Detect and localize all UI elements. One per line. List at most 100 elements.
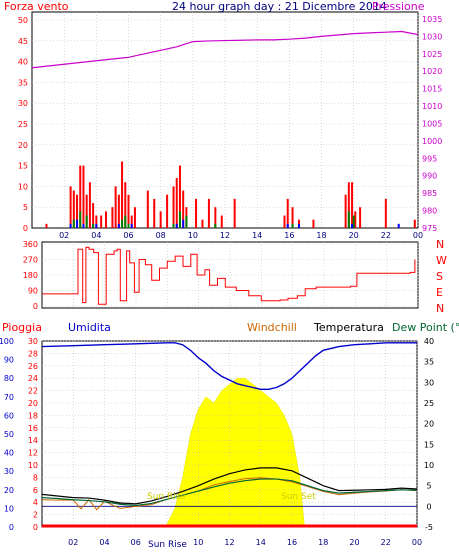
humidity-y-tick-label: 80: [4, 374, 14, 383]
pressure-y-tick-label: 1030: [422, 32, 442, 41]
wind-y-tick-label: 15: [18, 162, 28, 171]
temperature-y-tick-label: 35: [424, 358, 434, 367]
humidity-y-tick-label: 50: [4, 430, 14, 439]
compass-label: W: [436, 254, 447, 267]
wind-gust-bar: [127, 223, 130, 228]
pressure-y-tick-label: 1035: [422, 15, 442, 24]
temperature-x-tick-label: 00: [412, 538, 422, 547]
wind-speed-bar: [111, 207, 114, 228]
wind-speed-bar: [117, 194, 120, 228]
wind-average-bar: [69, 223, 72, 228]
humidity-y-tick-label: 0: [9, 523, 14, 532]
legend-rain: Pioggia: [2, 321, 42, 334]
time-x-tick-label: 16: [284, 231, 294, 240]
pressure-y-tick-label: 1015: [422, 85, 442, 94]
wind-average-bar: [397, 223, 400, 228]
rain-y-tick-label: 18: [28, 411, 38, 420]
wind-speed-bar: [175, 178, 178, 228]
wind-gust-bar: [291, 223, 294, 228]
temperature-y-tick-label: -5: [425, 523, 433, 532]
rain-y-tick-label: 8: [33, 473, 38, 482]
temperature-y-tick-label: 5: [426, 482, 431, 491]
wind-direction-grid: [42, 242, 419, 308]
wind-gust-bar: [92, 223, 95, 228]
rain-y-tick-label: 6: [33, 486, 38, 495]
rain-y-tick-label: 22: [28, 387, 38, 396]
wind-speed-bar: [286, 198, 289, 228]
wind-speed-bar: [413, 219, 416, 228]
wind-speed-bar: [344, 194, 347, 228]
time-x-tick-label: 20: [349, 231, 359, 240]
legend-humidity: Umidita: [68, 321, 111, 334]
humidity-y-tick-label: 40: [4, 449, 14, 458]
wind-speed-bar: [312, 219, 315, 228]
wind-speed-bar: [166, 194, 169, 228]
rain-y-tick-label: 10: [28, 461, 38, 470]
pressure-y-tick-label: 1025: [422, 50, 442, 59]
wind-speed-bar: [127, 194, 130, 228]
time-x-tick-label: 06: [123, 231, 133, 240]
time-x-tick-label: 08: [156, 231, 166, 240]
pressure-y-tick-label: 1020: [422, 67, 442, 76]
wind-y-tick-label: 40: [18, 58, 28, 67]
wind-average-bar: [351, 223, 354, 228]
wind-speed-bar: [88, 182, 91, 228]
wind-average-bar: [175, 223, 178, 228]
humidity-y-tick-label: 20: [4, 486, 14, 495]
legend-windchill: Windchill: [247, 321, 297, 334]
wind-speed-bar: [69, 186, 72, 228]
wind-average-bar: [130, 223, 133, 228]
wind-speed-bar: [82, 165, 85, 228]
wind-speed-bar: [114, 186, 117, 228]
humidity-y-tick-label: 100: [0, 337, 14, 346]
legend-dewpoint: Dew Point (°C: [392, 321, 459, 334]
wind-speed-bar: [124, 182, 127, 228]
wind-bars: [45, 161, 416, 228]
wind-average-bar: [182, 219, 185, 228]
compass-label: S: [436, 270, 443, 283]
wind-gust-bar: [172, 223, 175, 228]
wind-average-bar: [286, 223, 289, 228]
wind-speed-bar: [104, 211, 107, 228]
wind-speed-bar: [153, 198, 156, 228]
rain-y-tick-label: 30: [28, 337, 38, 346]
wind-gust-bar: [124, 215, 127, 228]
pressure-line: [31, 30, 419, 69]
wind-y-tick-label: 25: [18, 120, 28, 129]
pressure-y-tick-label: 1000: [422, 137, 442, 146]
direction-y-tick-label: 180: [23, 271, 38, 280]
wind-gust-bar: [85, 215, 88, 228]
wind-y-tick-label: 20: [18, 141, 28, 150]
pressure-panel-title: Pressione: [372, 0, 425, 13]
wind-panel-title: Forza vento: [4, 0, 69, 13]
wind-speed-bar: [85, 194, 88, 228]
temperature-x-tick-label: 18: [318, 538, 328, 547]
humidity-y-tick-label: 30: [4, 467, 14, 476]
time-x-tick-label: 12: [220, 231, 230, 240]
wind-speed-bar: [159, 211, 162, 228]
temperature-x-tick-label: 10: [193, 538, 203, 547]
wind-y-tick-label: 45: [18, 37, 28, 46]
compass-label: N: [436, 238, 444, 251]
pressure-y-tick-label: 995: [422, 154, 437, 163]
pressure-y-tick-label: 975: [422, 224, 437, 233]
pressure-y-tick-label: 980: [422, 207, 437, 216]
temperature-line: [41, 467, 418, 505]
temperature-y-tick-label: 40: [424, 337, 434, 346]
wind-speed-bar: [79, 165, 82, 228]
wind-gust-bar: [72, 219, 75, 228]
wind-speed-bar: [207, 198, 210, 228]
dewpoint-line: [41, 478, 418, 507]
sun-rise-label: Sun Rise: [147, 492, 186, 502]
wind-y-tick-label: 0: [23, 224, 28, 233]
wind-speed-bar: [92, 203, 95, 228]
time-x-tick-label: 14: [252, 231, 262, 240]
wind-speed-bar: [347, 182, 350, 228]
pressure-y-tick-label: 990: [422, 172, 437, 181]
direction-y-tick-label: 0: [33, 302, 38, 311]
wind-speed-bar: [291, 207, 294, 228]
temperature-x-tick-label: 12: [224, 538, 234, 547]
temperature-series: [41, 342, 418, 528]
